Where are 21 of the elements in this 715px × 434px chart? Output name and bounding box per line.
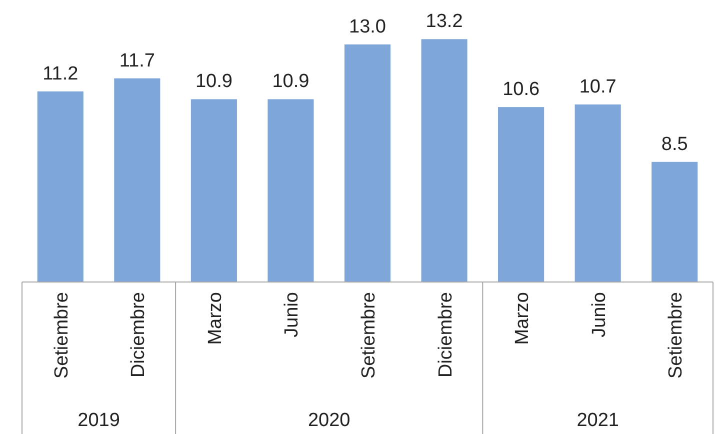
text: 2021: [576, 410, 619, 431]
x-tick-label: Junio: [588, 292, 610, 338]
data-label: 11.7: [119, 50, 155, 72]
data-label: 10.7: [579, 76, 616, 98]
x-tick-label: Marzo: [204, 292, 226, 345]
data-label: 10.6: [502, 79, 540, 100]
text: 2019: [78, 410, 120, 431]
data-label: 13.0: [349, 16, 386, 38]
x-tick-label: Setiembre: [666, 292, 687, 379]
data-label: 13.2: [426, 11, 463, 32]
data-label: 11.2: [42, 63, 78, 84]
x-tick-label: Diciembre: [128, 292, 150, 378]
x-tick-label: Diciembre: [435, 292, 456, 378]
x-tick-label: Junio: [282, 292, 303, 338]
x-tick-label: Marzo: [512, 292, 534, 345]
data-label: 10.9: [195, 71, 232, 92]
text: 2020: [308, 410, 350, 431]
x-tick-label: Setiembre: [358, 292, 380, 379]
data-label: 10.9: [272, 71, 310, 92]
data-label: 8.5: [661, 134, 688, 155]
x-tick-label: Setiembre: [51, 292, 72, 379]
